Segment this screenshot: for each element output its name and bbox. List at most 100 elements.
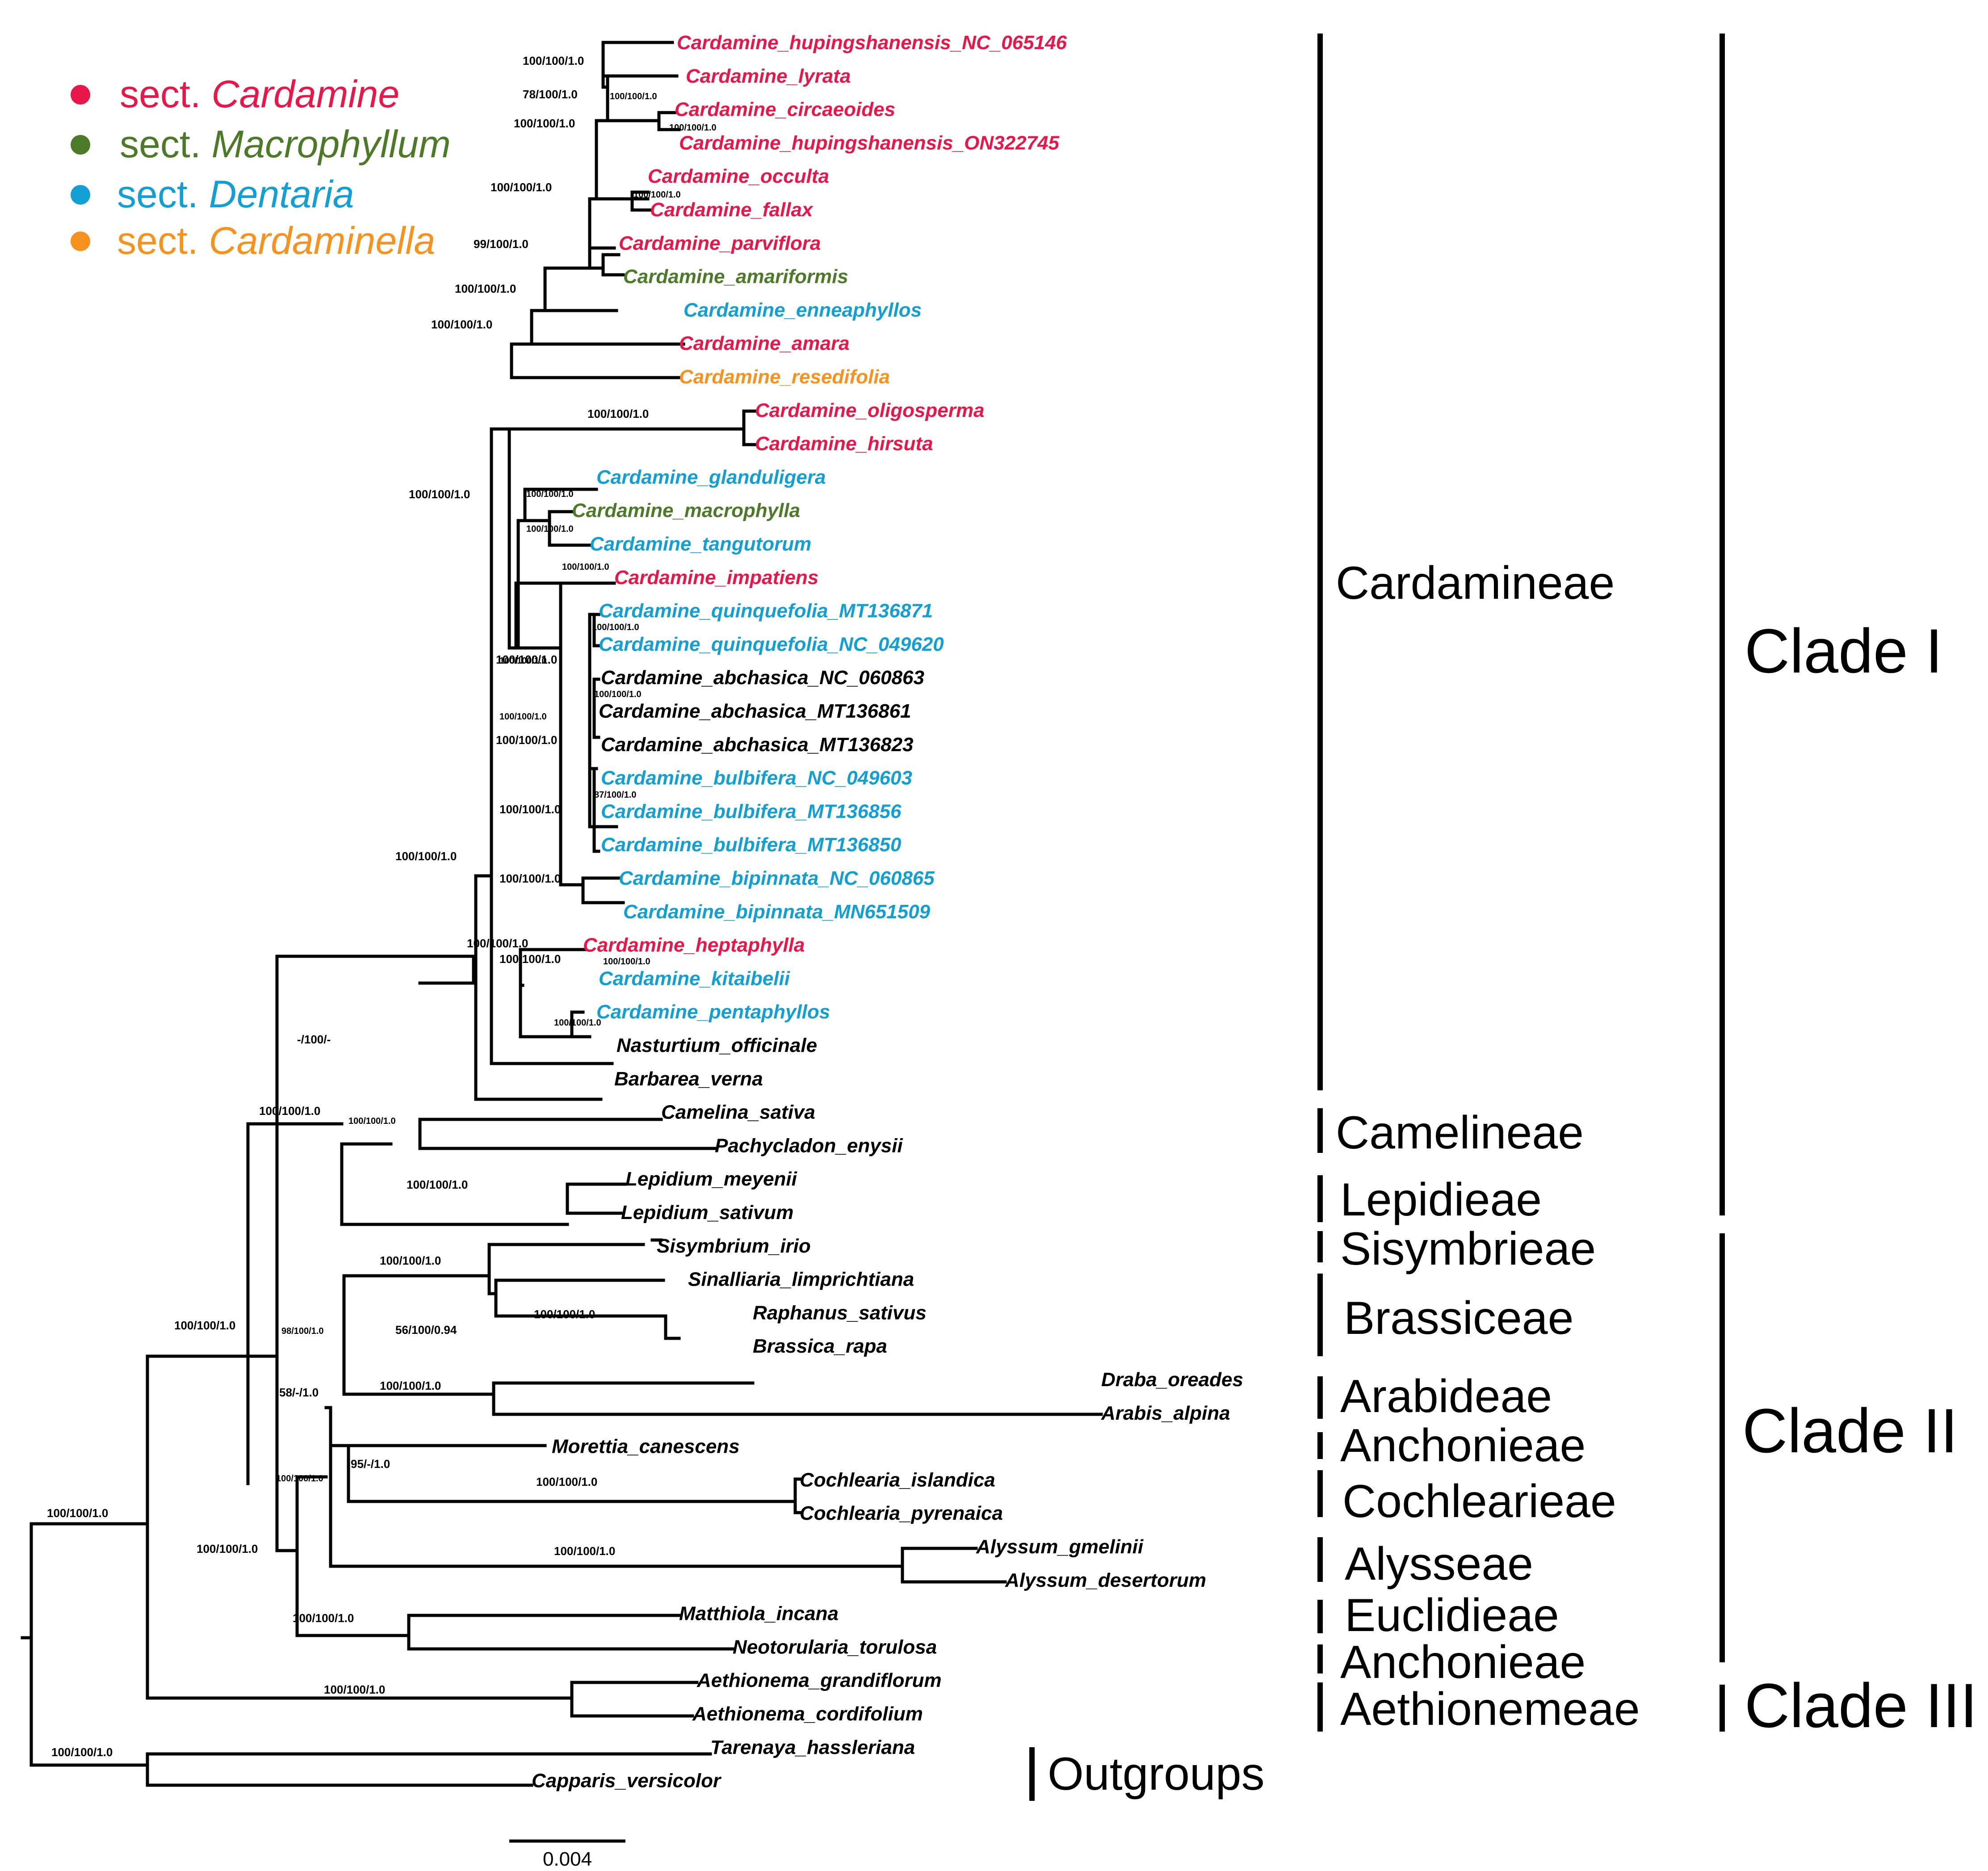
tribe-label: Anchonieae xyxy=(1340,1420,1585,1472)
tip-label: Cardamine_impatiens xyxy=(614,567,818,589)
support-value: 100/100/1.0 xyxy=(534,1308,595,1321)
tip-label: Raphanus_sativus xyxy=(753,1302,927,1324)
support-value: 100/100/1.0 xyxy=(293,1611,354,1625)
tip-label: Cardamine_occulta xyxy=(648,165,829,187)
tip-label: Cardamine_abchasica_NC_060863 xyxy=(601,667,924,689)
tip-label: Cardamine_enneaphyllos xyxy=(684,299,922,321)
support-value: 98/100/1.0 xyxy=(281,1326,324,1336)
tip-label: Draba_oreades xyxy=(1101,1369,1243,1391)
tip-label: Cochlearia_pyrenaica xyxy=(800,1502,1003,1524)
support-value: 100/100/1.0 xyxy=(499,712,547,722)
support-value: 99/100/1.0 xyxy=(474,237,528,251)
support-value: 100/100/1.0 xyxy=(496,733,557,747)
support-value: 100/100/1.0 xyxy=(499,656,547,666)
support-value: 100/100/1.0 xyxy=(587,407,649,420)
tip-label: Cardamine_abchasica_MT136861 xyxy=(599,700,911,722)
support-value: 100/100/1.0 xyxy=(197,1542,258,1556)
tip-label: Cardamine_bipinnata_MN651509 xyxy=(623,901,931,923)
support-value: 100/100/1.0 xyxy=(554,1544,615,1558)
support-value: 100/100/1.0 xyxy=(594,690,642,699)
tip-label: Cardamine_abchasica_MT136823 xyxy=(601,734,914,756)
tip-label: Cardamine_bulbifera_MT136850 xyxy=(601,834,902,856)
tribe-label: Euclidieae xyxy=(1345,1589,1559,1641)
tip-label: Cardamine_amara xyxy=(679,332,850,354)
tribe-label: Arabideae xyxy=(1340,1371,1552,1422)
support-value: 100/100/1.0 xyxy=(431,318,492,331)
tip-label: Cardamine_tangutorum xyxy=(590,533,811,555)
support-value: 100/100/1.0 xyxy=(523,54,584,67)
tip-label: Cardamine_hupingshanensis_NC_065146 xyxy=(677,32,1067,54)
tip-label: Alyssum_gmelinii xyxy=(976,1536,1144,1558)
tribe-label: Sisymbrieae xyxy=(1340,1223,1596,1275)
tip-label: Cardamine_lyrata xyxy=(686,65,851,87)
support-value: 100/100/1.0 xyxy=(409,488,470,501)
tip-label: Cardamine_hupingshanensis_ON322745 xyxy=(679,132,1060,154)
node-support-values: 100/100/1.0 78/100/1.0 100/100/1.0 100/100/… xyxy=(47,54,717,1759)
support-value: 100/100/1.0 xyxy=(348,1116,396,1126)
legend-dot-icon xyxy=(71,185,90,205)
tip-label: Cardamine_hirsuta xyxy=(755,433,933,455)
support-value: 95/-/1.0 xyxy=(351,1457,390,1471)
tip-label: Cardamine_bulbifera_MT136856 xyxy=(601,800,902,822)
tip-label: Cardamine_bulbifera_NC_049603 xyxy=(601,767,912,789)
tip-label: Cardamine_circaeoides xyxy=(675,99,895,121)
tip-label: Cardamine_kitaibelii xyxy=(599,967,790,989)
tip-labels: Cardamine_hupingshanensis_NC_065146 Carda… xyxy=(532,32,1243,1792)
tip-label: Cardamine_glanduligera xyxy=(596,466,826,488)
support-value: 100/100/1.0 xyxy=(499,803,561,816)
tip-label: Arabis_alpina xyxy=(1101,1402,1230,1424)
legend-label: sect. Cardamine xyxy=(120,73,399,116)
tip-label: Brassica_rapa xyxy=(753,1335,887,1357)
support-value: 78/100/1.0 xyxy=(523,88,578,101)
tribe-label: Cochlearieae xyxy=(1342,1476,1616,1527)
tip-label: Aethionema_cordifolium xyxy=(692,1703,923,1725)
support-value: 100/100/1.0 xyxy=(536,1475,597,1488)
tip-label: Cardamine_fallax xyxy=(650,199,814,221)
tip-label: Lepidium_meyenii xyxy=(625,1168,797,1190)
tribe-label: Cardamineae xyxy=(1336,557,1615,609)
support-value: 100/100/1.0 xyxy=(610,92,657,101)
tip-label: Capparis_versicolor xyxy=(532,1770,722,1792)
support-value: 100/100/1.0 xyxy=(259,1104,320,1118)
support-value: 100/100/1.0 xyxy=(603,957,650,967)
tip-label: Sisymbrium_irio xyxy=(657,1235,811,1257)
tip-label: Cardamine_heptaphylla xyxy=(583,934,805,956)
support-value: 100/100/1.0 xyxy=(380,1254,441,1267)
tip-label: Cardamine_parviflora xyxy=(619,232,821,254)
tip-label: Cardamine_bipinnata_NC_060865 xyxy=(619,867,935,889)
tribe-label: Aethionemeae xyxy=(1340,1683,1640,1735)
tribe-label: Camelineae xyxy=(1336,1107,1584,1159)
legend: sect. Cardamine sect. Macrophyllum sect.… xyxy=(71,73,451,262)
tip-label: Cardamine_oligosperma xyxy=(755,399,985,421)
support-value: 100/100/1.0 xyxy=(51,1745,113,1759)
tip-label: Morettia_canescens xyxy=(552,1436,740,1458)
support-value: 100/100/1.0 xyxy=(669,123,717,133)
tip-label: Cardamine_macrophylla xyxy=(572,500,800,521)
support-value: 87/100/1.0 xyxy=(594,790,637,800)
tip-label: Tarenaya_hassleriana xyxy=(710,1736,915,1758)
support-value: 100/100/1.0 xyxy=(526,489,574,499)
tip-label: Cardamine_resedifolia xyxy=(679,366,890,388)
legend-dot-icon xyxy=(71,135,90,155)
legend-dot-icon xyxy=(71,231,90,251)
tribe-label: Alysseae xyxy=(1345,1538,1533,1590)
legend-label: sect. Macrophyllum xyxy=(120,123,451,166)
tip-label: Pachycladon_enysii xyxy=(715,1135,903,1156)
support-value: 100/100/1.0 xyxy=(554,1018,601,1028)
clade-label: Clade I xyxy=(1745,616,1943,686)
support-value: 100/100/1.0 xyxy=(514,117,575,130)
tribe-label: Brassiceae xyxy=(1344,1292,1573,1344)
tribe-brackets: Cardamineae Camelineae Lepidieae Sisymbr… xyxy=(1029,34,1640,1801)
support-value: 100/100/1.0 xyxy=(633,190,681,200)
clade-label: Clade II xyxy=(1742,1396,1958,1466)
support-value: 100/100/1.0 xyxy=(47,1506,108,1520)
support-value: 100/100/1.0 xyxy=(592,622,639,632)
tribe-label: Outgroups xyxy=(1048,1748,1265,1800)
support-value: 100/100/1.0 xyxy=(562,562,609,572)
tip-label: Cardamine_pentaphyllos xyxy=(596,1001,830,1023)
support-value: 100/100/1.0 xyxy=(395,849,457,863)
tip-label: Camelina_sativa xyxy=(661,1102,815,1123)
tip-label: Sinalliaria_limprichtiana xyxy=(688,1269,914,1291)
clade-label: Clade III xyxy=(1745,1670,1977,1741)
